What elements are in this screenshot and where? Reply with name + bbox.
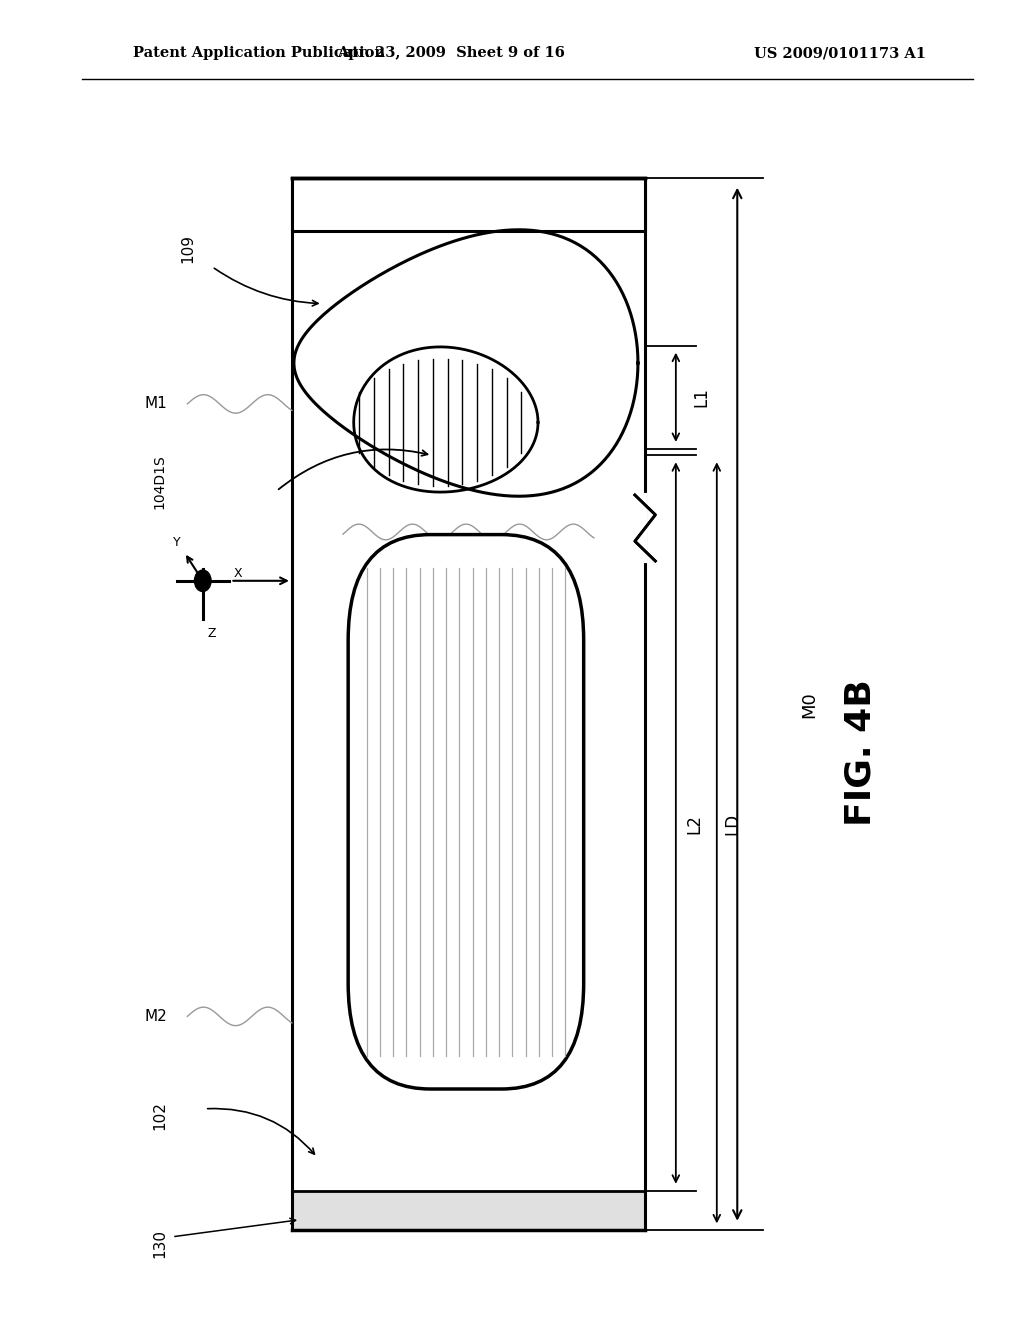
Text: Apr. 23, 2009  Sheet 9 of 16: Apr. 23, 2009 Sheet 9 of 16 xyxy=(337,46,564,61)
Text: M0: M0 xyxy=(800,692,818,718)
FancyBboxPatch shape xyxy=(348,535,584,1089)
Text: LD: LD xyxy=(723,813,741,834)
Text: Y: Y xyxy=(173,536,181,549)
Text: M1: M1 xyxy=(144,396,167,412)
Text: 104D1S: 104D1S xyxy=(153,454,167,510)
Text: 102: 102 xyxy=(152,1101,167,1130)
Bar xyxy=(292,1191,645,1230)
Bar xyxy=(292,178,645,231)
Text: Z: Z xyxy=(208,627,216,640)
Text: 130: 130 xyxy=(152,1229,167,1258)
Text: X: X xyxy=(233,568,242,581)
Text: M2: M2 xyxy=(144,1008,167,1024)
Text: US 2009/0101173 A1: US 2009/0101173 A1 xyxy=(754,46,926,61)
Text: L1: L1 xyxy=(692,387,711,408)
Text: FIG. 4B: FIG. 4B xyxy=(843,678,878,826)
Circle shape xyxy=(195,570,211,591)
Text: Patent Application Publication: Patent Application Publication xyxy=(133,46,385,61)
Text: 109: 109 xyxy=(180,234,195,263)
Text: L2: L2 xyxy=(685,813,703,834)
Bar xyxy=(292,178,645,231)
